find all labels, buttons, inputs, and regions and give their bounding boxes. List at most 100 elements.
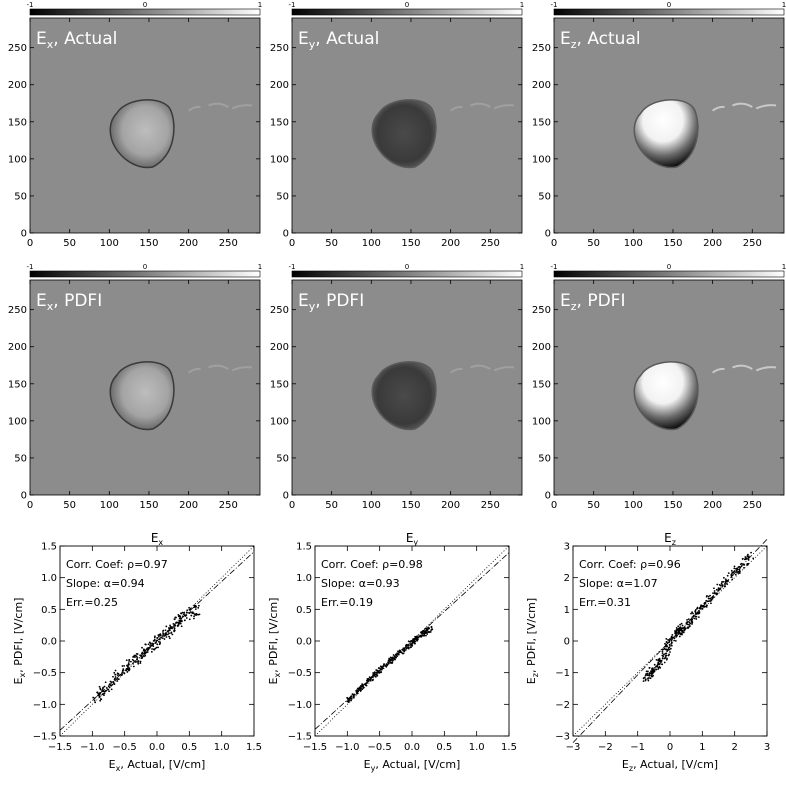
annotation-text: Err.=0.19 <box>321 596 373 609</box>
panel-label: Ey, Actual <box>298 29 379 51</box>
data-point <box>407 644 410 647</box>
x-tick-label: 100 <box>100 238 119 249</box>
data-point <box>155 646 158 649</box>
data-point <box>416 639 418 642</box>
data-point <box>720 582 723 585</box>
filament-feature <box>450 105 463 112</box>
x-tick-label: 0 <box>551 238 557 249</box>
flux-region-feature <box>371 361 437 431</box>
data-point <box>745 558 747 561</box>
x-tick-label: 50 <box>325 238 338 249</box>
data-point <box>396 652 399 655</box>
x-tick-label: 1.0 <box>469 742 485 753</box>
data-point <box>114 677 116 680</box>
y-tick-label: 0.0 <box>41 637 57 648</box>
data-point <box>744 556 747 558</box>
panel-label: Ey, PDFI <box>298 291 364 313</box>
data-point <box>377 671 380 674</box>
data-point <box>121 665 124 667</box>
scatter-panel-z: Ez −3 −2 −1 0 1 2 3 −3 −2 −1 0 1 2 3 Corr. Coef: ρ=0.96… <box>525 531 770 773</box>
data-point <box>712 592 714 595</box>
y-tick-label: 1.5 <box>296 542 312 553</box>
data-point <box>706 600 709 603</box>
y-tick-label: 0 <box>564 637 570 648</box>
colorbar-tick-label: 1 <box>520 1 524 9</box>
data-point <box>719 588 722 590</box>
data-point <box>648 667 651 669</box>
data-point <box>667 638 669 641</box>
heatmap-panel-z-pdfi: -1 0 1 Ez, PDFI 0 50 100 150 200 250 0 50 100 150 200 2… <box>532 263 786 511</box>
colorbar <box>291 8 523 16</box>
colorbar <box>553 270 785 278</box>
data-point <box>651 667 654 670</box>
data-point <box>102 686 105 689</box>
data-point <box>368 676 371 679</box>
data-point <box>100 698 103 701</box>
y-tick-label: 200 <box>270 80 289 91</box>
x-tick-label: 1.0 <box>214 742 230 753</box>
data-point <box>359 689 362 692</box>
data-point <box>156 643 159 646</box>
y-tick-label: 100 <box>8 154 27 165</box>
filament-feature <box>470 364 491 370</box>
data-point <box>97 694 99 697</box>
data-point <box>168 628 171 630</box>
data-point <box>657 666 660 669</box>
data-point <box>648 672 651 674</box>
data-point <box>350 697 353 700</box>
data-point <box>92 696 95 699</box>
data-point <box>647 670 649 673</box>
colorbar <box>291 270 523 278</box>
data-point <box>644 679 647 682</box>
y-axis-label: Ex, PDFI, [V/cm] <box>12 598 27 685</box>
data-points <box>346 625 434 704</box>
data-point <box>733 565 736 568</box>
data-point <box>703 601 706 604</box>
colorbar-tick-label: 0 <box>143 263 147 271</box>
data-point <box>654 667 656 669</box>
data-point <box>137 662 140 665</box>
data-point <box>139 660 142 663</box>
data-point <box>99 691 101 694</box>
data-point <box>662 653 665 656</box>
data-point <box>645 673 647 675</box>
data-point <box>153 638 156 641</box>
x-tick-label: 1 <box>699 742 705 753</box>
y-tick-label: 150 <box>270 379 289 390</box>
data-point <box>685 622 688 625</box>
data-point <box>407 640 410 643</box>
data-point <box>167 630 169 633</box>
data-point <box>346 700 349 703</box>
data-point <box>120 672 123 675</box>
data-point <box>412 639 415 641</box>
data-point <box>368 678 371 681</box>
data-point <box>659 666 662 669</box>
data-point <box>710 602 712 605</box>
colorbar <box>29 270 261 278</box>
x-tick-label: 0 <box>667 742 673 753</box>
data-point <box>752 557 755 560</box>
data-point <box>132 665 135 668</box>
data-point <box>716 592 719 595</box>
data-point <box>411 641 414 644</box>
data-point <box>656 665 659 668</box>
x-tick-label: 0 <box>289 238 295 249</box>
data-point <box>103 694 105 697</box>
data-point <box>110 688 113 691</box>
annotation-text: Corr. Coef: ρ=0.98 <box>321 558 423 571</box>
x-tick-label: 50 <box>587 500 600 511</box>
data-point <box>642 680 645 682</box>
data-point <box>664 648 667 651</box>
data-point <box>738 570 741 573</box>
data-point <box>713 590 716 592</box>
y-tick-label: 100 <box>532 416 551 427</box>
data-point <box>738 568 741 571</box>
data-point <box>646 674 649 677</box>
data-point <box>666 649 669 652</box>
x-tick-label: −1.5 <box>303 742 327 753</box>
data-point <box>679 623 682 626</box>
y-tick-label: 1.5 <box>41 542 57 553</box>
data-point <box>661 650 664 653</box>
annotation-text: Slope: α=0.94 <box>66 577 145 590</box>
data-point <box>417 636 420 639</box>
